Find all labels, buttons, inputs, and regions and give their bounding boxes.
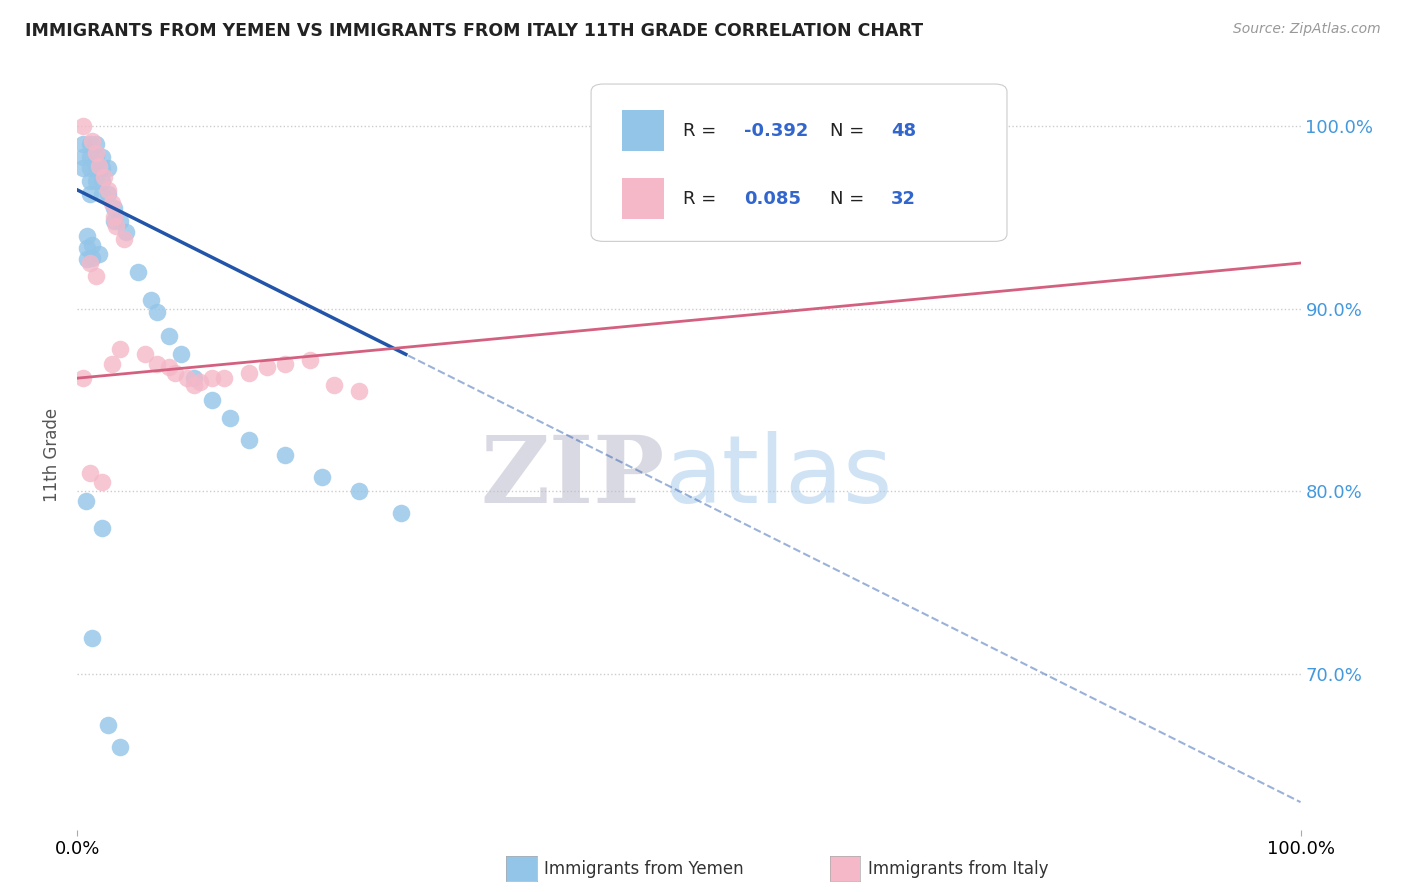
Point <box>347 484 370 499</box>
Point <box>90 150 112 164</box>
Point <box>72 371 94 385</box>
Point <box>72 119 94 133</box>
Point <box>89 247 111 261</box>
Point <box>103 214 125 228</box>
FancyBboxPatch shape <box>591 84 1007 242</box>
Point <box>79 174 101 188</box>
Point <box>139 293 162 307</box>
Point <box>79 150 101 164</box>
Point <box>75 493 97 508</box>
Point <box>80 134 103 148</box>
Point <box>72 150 94 164</box>
Point <box>90 475 112 490</box>
Text: 0.085: 0.085 <box>744 190 801 208</box>
Point <box>201 371 224 385</box>
Bar <box>621 178 665 219</box>
Point <box>79 161 101 175</box>
Text: 48: 48 <box>891 122 915 140</box>
Point <box>97 718 120 732</box>
Point <box>72 161 94 175</box>
Text: R =: R = <box>683 190 721 208</box>
Point <box>127 265 149 279</box>
Point <box>84 146 107 161</box>
Point <box>256 360 278 375</box>
Point <box>201 393 224 408</box>
Point <box>80 631 103 645</box>
Text: atlas: atlas <box>665 432 893 524</box>
Y-axis label: 11th Grade: 11th Grade <box>44 408 62 502</box>
Point <box>323 378 346 392</box>
Point <box>80 237 103 252</box>
Text: N =: N = <box>830 122 869 140</box>
Point <box>212 371 235 385</box>
Bar <box>621 111 665 152</box>
Point <box>93 170 115 185</box>
Point <box>97 183 120 197</box>
Point <box>108 342 131 356</box>
Point <box>219 411 242 425</box>
Text: N =: N = <box>830 190 869 208</box>
Point <box>76 252 98 267</box>
Point <box>115 225 138 239</box>
Point <box>76 228 98 243</box>
Point <box>79 466 101 480</box>
Point <box>108 740 131 755</box>
Point <box>80 251 103 265</box>
Point <box>100 357 122 371</box>
Point <box>90 521 112 535</box>
Point <box>134 347 156 361</box>
Text: Source: ZipAtlas.com: Source: ZipAtlas.com <box>1233 22 1381 37</box>
Point <box>311 470 333 484</box>
Point <box>84 268 107 283</box>
Text: Immigrants from Italy: Immigrants from Italy <box>868 860 1047 878</box>
Point <box>100 195 122 210</box>
Point <box>157 360 180 375</box>
Point <box>170 347 193 361</box>
Point <box>90 174 112 188</box>
Text: ZIP: ZIP <box>481 433 665 523</box>
Point <box>298 352 321 367</box>
Point <box>274 357 297 371</box>
Point <box>97 161 120 175</box>
Point <box>183 371 205 385</box>
Point <box>238 434 260 448</box>
Point <box>90 161 112 175</box>
Point <box>238 366 260 380</box>
Point <box>347 384 370 398</box>
Point <box>79 256 101 270</box>
Point <box>90 186 112 201</box>
Point <box>157 329 180 343</box>
Point <box>176 371 198 385</box>
Point <box>274 448 297 462</box>
Point <box>183 378 205 392</box>
Point <box>146 357 169 371</box>
Text: Immigrants from Yemen: Immigrants from Yemen <box>544 860 744 878</box>
Point <box>84 174 107 188</box>
Text: 32: 32 <box>891 190 915 208</box>
Point <box>76 241 98 255</box>
Point <box>391 507 413 521</box>
Point <box>79 186 101 201</box>
Point <box>112 232 135 246</box>
Point <box>146 305 169 319</box>
Text: R =: R = <box>683 122 721 140</box>
Point <box>84 150 107 164</box>
Point <box>89 159 111 173</box>
Point <box>72 137 94 152</box>
Point <box>97 186 120 201</box>
Point <box>108 214 131 228</box>
Point <box>105 219 128 234</box>
Point <box>79 137 101 152</box>
Point <box>84 137 107 152</box>
Point <box>103 211 125 225</box>
Point <box>188 375 211 389</box>
Point <box>165 366 187 380</box>
Point <box>84 161 107 175</box>
Point <box>103 201 125 215</box>
Text: -0.392: -0.392 <box>744 122 808 140</box>
Text: IMMIGRANTS FROM YEMEN VS IMMIGRANTS FROM ITALY 11TH GRADE CORRELATION CHART: IMMIGRANTS FROM YEMEN VS IMMIGRANTS FROM… <box>25 22 924 40</box>
